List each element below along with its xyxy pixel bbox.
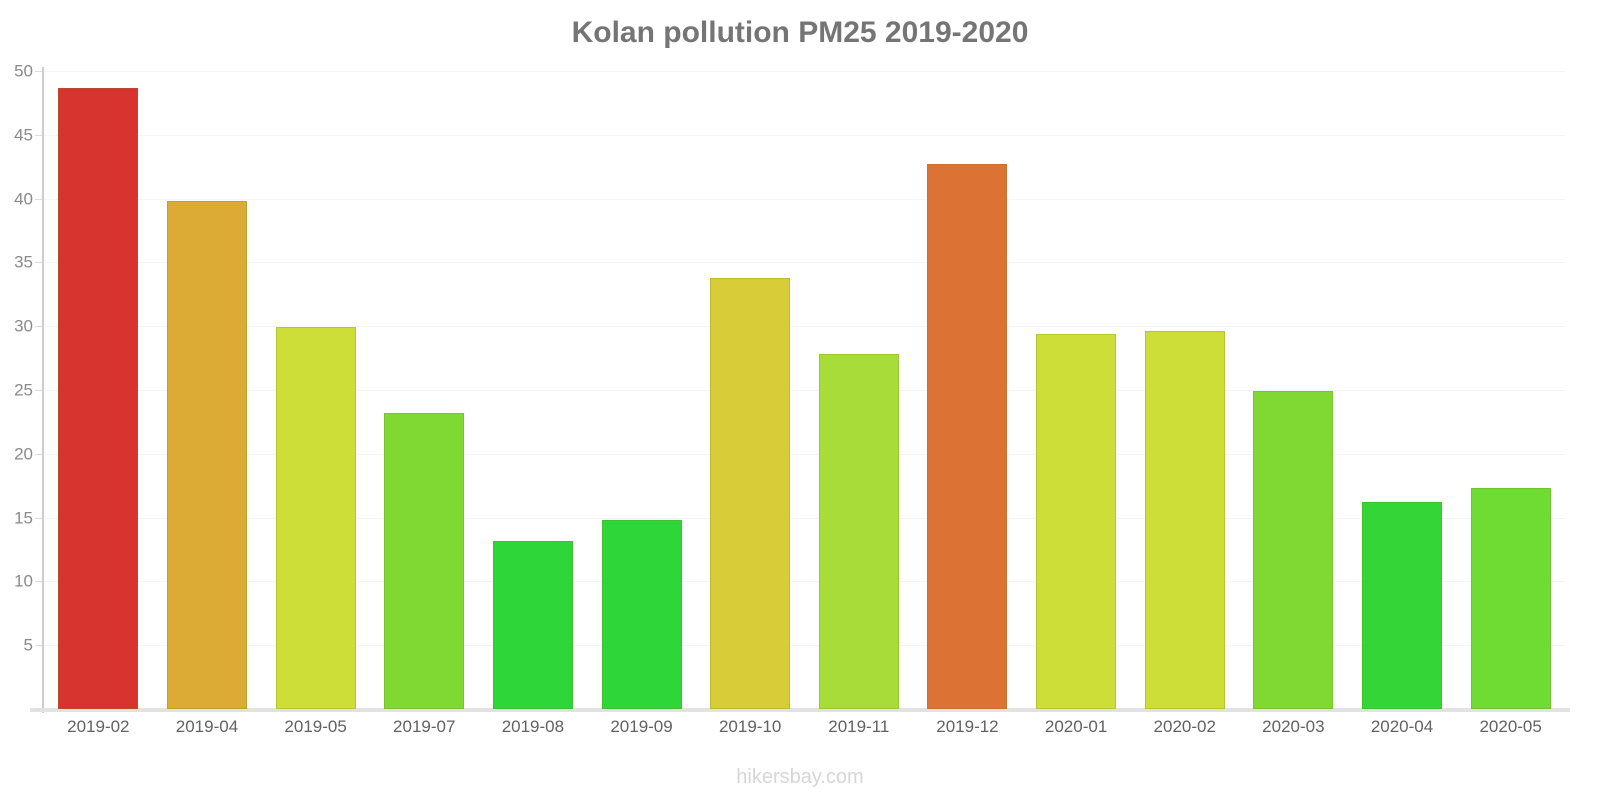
bar-slot-2019-04 xyxy=(153,71,262,709)
gridline-40 xyxy=(44,198,1565,200)
watermark: hikersbay.com xyxy=(736,766,864,788)
y-tick-5 xyxy=(35,645,42,647)
y-tick-45 xyxy=(35,134,42,136)
gridline-25 xyxy=(44,390,1565,391)
bar-2019-11 xyxy=(818,354,899,709)
y-tick-label-15: 15 xyxy=(14,508,33,528)
x-tick-label-2019-07: 2019-07 xyxy=(393,717,456,736)
y-tick-40 xyxy=(35,198,42,200)
x-axis-line xyxy=(30,708,1570,712)
gridline-5 xyxy=(44,645,1565,647)
bar-2020-04 xyxy=(1362,502,1442,709)
bar-slot-2020-02 xyxy=(1130,71,1239,709)
bar-slot-2020-05 xyxy=(1456,71,1565,709)
x-tick-label-2020-04: 2020-04 xyxy=(1370,717,1434,736)
y-tick-30 xyxy=(35,326,42,328)
bar-slot-2019-07 xyxy=(370,71,479,709)
x-tick-label-2020-01: 2020-01 xyxy=(1044,717,1108,736)
x-tick-label-2019-02: 2019-02 xyxy=(67,717,130,736)
bar-2019-04 xyxy=(166,201,247,709)
bar-slot-2020-04 xyxy=(1348,71,1457,709)
y-tick-50 xyxy=(35,71,42,72)
x-tick-label-2020-05: 2020-05 xyxy=(1479,717,1542,736)
y-tick-label-50: 50 xyxy=(14,61,33,81)
y-tick-label-10: 10 xyxy=(14,571,33,591)
gridline-20 xyxy=(44,453,1565,455)
bar-slot-2019-12 xyxy=(913,71,1022,709)
y-tick-35 xyxy=(35,262,42,264)
bar-slot-2019-02 xyxy=(44,71,153,709)
y-tick-10 xyxy=(35,581,42,583)
bar-slot-2020-01 xyxy=(1022,71,1131,709)
gridline-50 xyxy=(44,71,1565,72)
y-tick-25 xyxy=(35,390,42,391)
bar-2019-09 xyxy=(601,520,682,709)
x-tick-label-2020-03: 2020-03 xyxy=(1262,717,1325,736)
x-tick-label-2019-08: 2019-08 xyxy=(501,717,565,736)
y-tick-label-5: 5 xyxy=(23,635,33,655)
chart-title: Kolan pollution PM25 2019-2020 xyxy=(571,16,1029,49)
y-tick-15 xyxy=(35,517,42,519)
y-axis-labels: 5 10 15 20 25 30 35 40 45 50 xyxy=(0,63,33,709)
gridline-10 xyxy=(44,581,1565,583)
plot-area xyxy=(44,71,1565,709)
y-axis-line xyxy=(42,67,44,713)
bar-2019-05 xyxy=(275,327,356,709)
x-tick-label-2019-09: 2019-09 xyxy=(610,717,673,736)
x-tick-label-2019-11: 2019-11 xyxy=(828,717,890,736)
y-tick-label-35: 35 xyxy=(14,252,33,272)
y-tick-label-20: 20 xyxy=(14,444,33,464)
bar-slot-2019-10 xyxy=(696,71,805,709)
y-tick-0 xyxy=(35,709,42,710)
gridline-35 xyxy=(44,262,1565,264)
x-tick-label-2020-02: 2020-02 xyxy=(1153,717,1216,736)
y-tick-label-25: 25 xyxy=(14,380,33,400)
x-tick-label-2019-04: 2019-04 xyxy=(175,717,239,736)
y-tick-label-30: 30 xyxy=(14,316,33,336)
bar-slot-2019-11 xyxy=(804,71,913,709)
bar-2020-03 xyxy=(1253,391,1334,709)
x-tick-label-2019-05: 2019-05 xyxy=(284,717,347,736)
y-tick-label-45: 45 xyxy=(14,125,33,145)
gridline-15 xyxy=(44,517,1565,519)
bar-2019-02 xyxy=(58,87,139,709)
bar-slot-2019-08 xyxy=(479,71,588,709)
bar-slot-2019-09 xyxy=(587,71,696,709)
y-tick-label-40: 40 xyxy=(14,189,33,209)
bar-2020-02 xyxy=(1144,331,1225,709)
bar-2020-05 xyxy=(1470,488,1551,709)
bar-2019-08 xyxy=(492,540,573,709)
gridline-30 xyxy=(44,326,1565,328)
bar-2019-10 xyxy=(710,277,791,709)
x-tick-label-2019-12: 2019-12 xyxy=(936,717,999,736)
bar-2019-12 xyxy=(927,164,1008,709)
y-tick-20 xyxy=(35,453,42,455)
bar-slot-2020-03 xyxy=(1239,71,1348,709)
bar-2019-07 xyxy=(384,412,465,709)
x-axis-labels: 2019-02 2019-04 2019-05 2019-07 2019-08 2019-… xyxy=(44,714,1565,740)
bars xyxy=(44,71,1565,709)
bar-2020-01 xyxy=(1036,333,1117,709)
gridline-45 xyxy=(44,134,1565,136)
x-tick-label-2019-10: 2019-10 xyxy=(718,717,782,736)
bar-slot-2019-05 xyxy=(261,71,370,709)
y-axis-ticks xyxy=(35,71,42,710)
